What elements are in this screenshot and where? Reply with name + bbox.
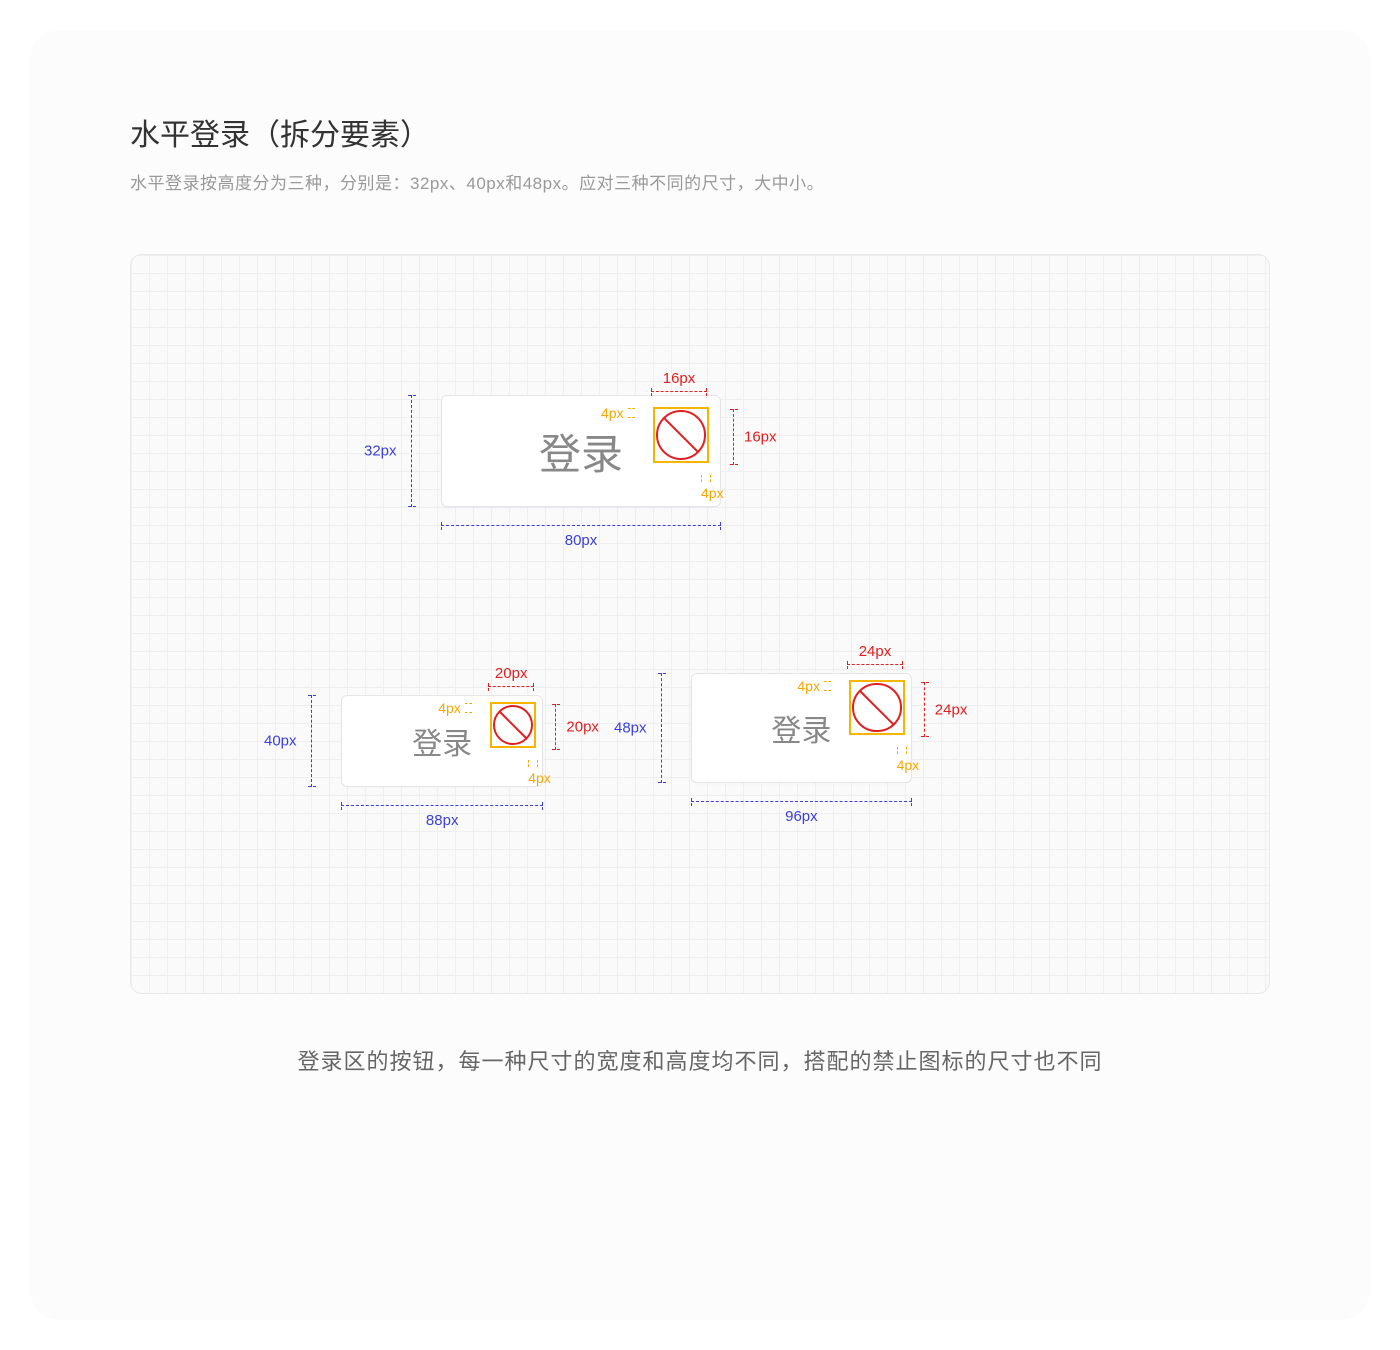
icon-bounding-box [490, 702, 536, 748]
prohibit-icon [852, 683, 901, 732]
page-title: 水平登录（拆分要素） [130, 110, 1270, 154]
dim-pad-right-label: 4px [528, 770, 551, 786]
dim-pad-top: 4px [797, 678, 831, 694]
dim-height-label: 40px [264, 733, 297, 750]
dim-height: 40px [311, 695, 312, 787]
prohibit-icon [656, 410, 706, 460]
spec-canvas: 登录32px80px16px16px4px4px登录40px88px20px20… [130, 254, 1270, 994]
dim-icon-width: 16px [651, 391, 707, 392]
dim-icon-width-label: 16px [663, 370, 696, 387]
login-button-label: 登录 [412, 719, 472, 763]
login-button-label: 登录 [771, 706, 831, 750]
dim-pad-top-label: 4px [438, 700, 461, 716]
dim-width-label: 80px [565, 532, 598, 549]
prohibit-slash [859, 690, 895, 726]
page-container: 水平登录（拆分要素） 水平登录按高度分为三种，分别是：32px、40px和48p… [30, 30, 1370, 1320]
dim-icon-width: 24px [847, 664, 902, 665]
dim-icon-width: 20px [488, 686, 534, 687]
dim-pad-top-label: 4px [601, 405, 624, 421]
dim-icon-height: 16px [733, 409, 734, 465]
prohibit-slash [498, 710, 528, 740]
dim-icon-width-label: 20px [495, 665, 528, 682]
dim-width-label: 88px [426, 812, 459, 829]
spec-large: 登录48px96px24px24px4px4px [691, 673, 912, 783]
dim-icon-height: 20px [555, 704, 556, 750]
dim-height: 48px [661, 673, 662, 783]
dim-width: 96px [691, 801, 912, 802]
dim-icon-height-label: 20px [566, 719, 599, 736]
dim-height: 32px [411, 395, 412, 507]
dim-height-label: 32px [364, 443, 397, 460]
dim-pad-right: 4px [701, 469, 724, 501]
dim-pad-top: 4px [438, 700, 472, 716]
icon-bounding-box [849, 680, 904, 735]
dim-height-label: 48px [614, 720, 647, 737]
dim-icon-width-label: 24px [859, 643, 892, 660]
dim-pad-top: 4px [601, 405, 635, 421]
dim-icon-height-label: 16px [744, 429, 777, 446]
dim-pad-top-label: 4px [797, 678, 820, 694]
dim-width-label: 96px [785, 808, 818, 825]
icon-bounding-box [653, 407, 709, 463]
dim-pad-right-label: 4px [701, 485, 724, 501]
dim-icon-height: 24px [924, 682, 925, 737]
dim-pad-right: 4px [528, 754, 551, 786]
dim-pad-right: 4px [897, 741, 920, 773]
spec-small: 登录32px80px16px16px4px4px [441, 395, 721, 507]
dim-width: 80px [441, 525, 721, 526]
page-subtitle: 水平登录按高度分为三种，分别是：32px、40px和48px。应对三种不同的尺寸… [130, 169, 1270, 194]
dim-icon-height-label: 24px [935, 701, 968, 718]
footer-description: 登录区的按钮，每一种尺寸的宽度和高度均不同，搭配的禁止图标的尺寸也不同 [130, 1044, 1270, 1076]
prohibit-slash [663, 417, 700, 454]
dim-pad-right-label: 4px [897, 757, 920, 773]
login-button-label: 登录 [539, 421, 623, 482]
prohibit-icon [493, 705, 533, 745]
dim-width: 88px [341, 805, 543, 806]
spec-medium: 登录40px88px20px20px4px4px [341, 695, 543, 787]
